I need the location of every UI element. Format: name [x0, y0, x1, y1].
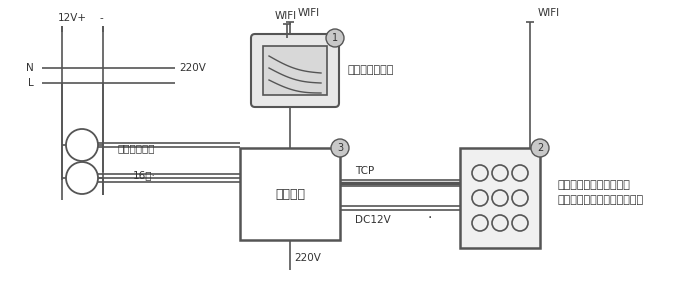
Text: WIFI: WIFI — [298, 8, 320, 18]
Text: 也可以无线连接，内嵌电池。: 也可以无线连接，内嵌电池。 — [558, 195, 644, 205]
Circle shape — [531, 139, 549, 157]
Text: DC12V: DC12V — [355, 215, 391, 225]
FancyBboxPatch shape — [251, 34, 339, 107]
Text: WIFI: WIFI — [538, 8, 560, 18]
Text: 220V: 220V — [294, 253, 321, 263]
Text: 主控制器: 主控制器 — [275, 187, 305, 200]
Circle shape — [326, 29, 344, 47]
Text: TCP: TCP — [355, 166, 374, 176]
Text: 220V: 220V — [179, 63, 206, 73]
Text: 1: 1 — [332, 33, 338, 43]
Text: 2: 2 — [537, 143, 543, 153]
Text: -: - — [100, 13, 104, 23]
Text: WIFI: WIFI — [275, 11, 297, 21]
Text: 3: 3 — [337, 143, 343, 153]
Text: L: L — [28, 78, 34, 88]
Bar — [263, 46, 327, 95]
Bar — [460, 148, 540, 248]
Text: 智能手机或平板: 智能手机或平板 — [347, 65, 393, 75]
Text: 12V+: 12V+ — [58, 13, 87, 23]
Circle shape — [331, 139, 349, 157]
Text: N: N — [27, 63, 34, 73]
Text: 16组·: 16组· — [133, 170, 156, 180]
Text: ·: · — [428, 211, 432, 225]
Text: 触摸控制器，可有线连接: 触摸控制器，可有线连接 — [558, 180, 631, 190]
Text: 开关信号输出: 开关信号输出 — [118, 143, 155, 153]
Bar — [240, 148, 340, 240]
